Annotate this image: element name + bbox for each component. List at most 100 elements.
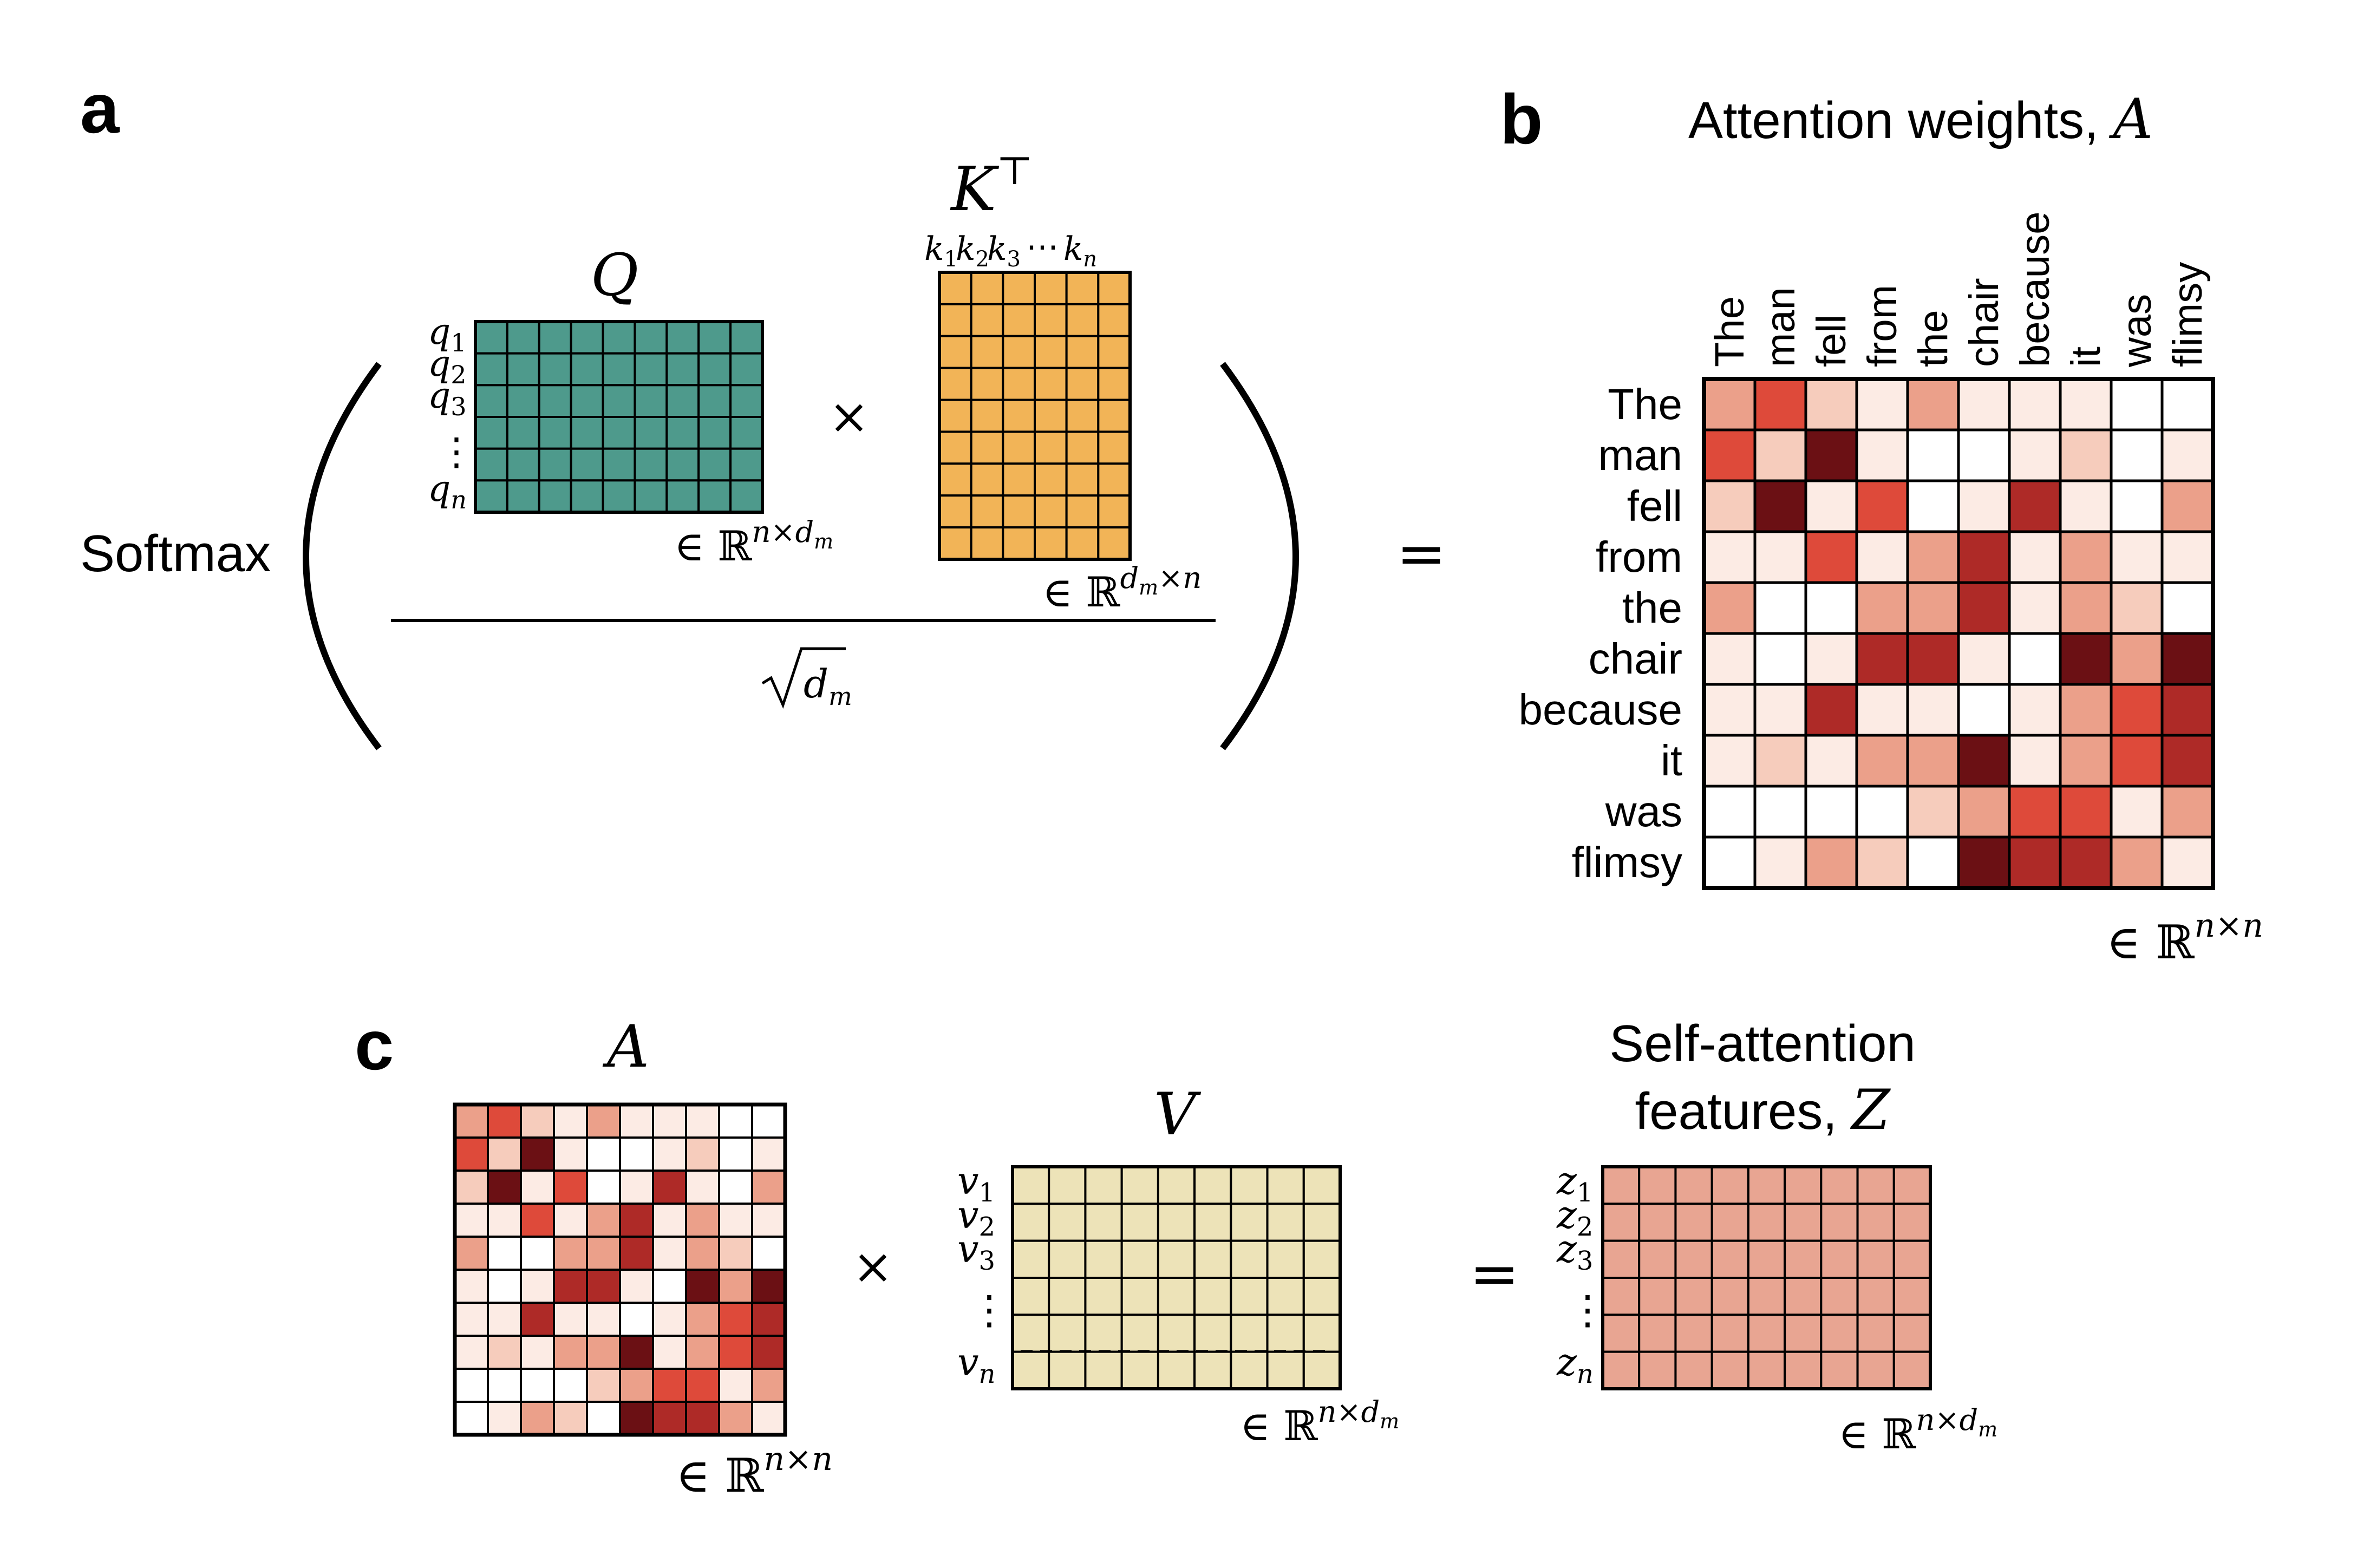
c-attention-cell-6-3 xyxy=(520,1269,555,1304)
c-attention-cell-1-9 xyxy=(718,1103,753,1139)
v-matrix-cell-5-2 xyxy=(1048,1314,1087,1353)
z-matrix-cell-1-6 xyxy=(1784,1166,1823,1205)
equals-sign-a: = xyxy=(1396,519,1446,588)
q-matrix-cell-2-8 xyxy=(697,352,732,387)
z-matrix-cell-4-2 xyxy=(1638,1277,1677,1316)
attention-row-label-9: was xyxy=(1605,787,1682,835)
k-matrix-cell-4-4 xyxy=(1034,367,1068,401)
c-attention-cell-2-10 xyxy=(751,1136,786,1172)
k-col-label-cdots: ⋯ xyxy=(1026,228,1059,266)
attention-col-label-1: The xyxy=(1707,296,1753,367)
times-sign-c: × xyxy=(852,1238,893,1295)
attention-col-label-5: the xyxy=(1910,310,1956,367)
v-matrix-cell-4-3 xyxy=(1084,1277,1123,1316)
attention-cell-4-5 xyxy=(1906,530,1960,584)
k-column-labels: k1 k2 k3 ⋯ kn xyxy=(924,228,1097,272)
k-matrix-cell-5-1 xyxy=(938,398,972,433)
v-matrix-cell-6-6 xyxy=(1193,1350,1232,1390)
k-matrix-cell-2-4 xyxy=(1034,303,1068,337)
v-matrix-cell-1-2 xyxy=(1048,1166,1087,1205)
k-matrix-cell-5-3 xyxy=(1002,398,1036,433)
z-row-label-n: zn xyxy=(1556,1340,1594,1389)
attention-cell-9-10 xyxy=(2160,785,2215,839)
v-matrix-cell-5-8 xyxy=(1266,1314,1305,1353)
q-matrix-cell-2-4 xyxy=(570,352,604,387)
q-matrix-cell-5-3 xyxy=(538,447,572,482)
k-matrix-cell-8-6 xyxy=(1097,494,1132,529)
attention-cell-2-7 xyxy=(2008,428,2062,482)
attention-col-label-6: chair xyxy=(1961,278,2007,367)
v-matrix-cell-3-7 xyxy=(1230,1239,1269,1279)
attention-cell-8-7 xyxy=(2008,734,2062,788)
k-matrix-cell-4-1 xyxy=(938,367,972,401)
c-attention-cell-10-5 xyxy=(586,1401,621,1436)
c-attention-cell-9-4 xyxy=(553,1368,588,1403)
attention-cell-10-5 xyxy=(1906,835,1960,890)
c-attention-cell-7-9 xyxy=(718,1302,753,1337)
v-matrix-grid xyxy=(1011,1165,1342,1390)
z-matrix-cell-2-8 xyxy=(1856,1203,1895,1242)
c-attention-cell-5-9 xyxy=(718,1236,753,1271)
z-matrix-cell-3-7 xyxy=(1820,1239,1859,1279)
attention-cell-4-8 xyxy=(2059,530,2113,584)
c-attention-cell-7-8 xyxy=(685,1302,720,1337)
q-row-label-vdots: ⋮ xyxy=(438,429,475,474)
c-attention-cell-10-2 xyxy=(487,1401,522,1436)
c-attention-cell-4-4 xyxy=(553,1203,588,1238)
z-row-labels: z1 z2 z3 ⋮ zn xyxy=(1556,1159,1608,1389)
attention-cell-6-4 xyxy=(1855,632,1909,686)
c-attention-cell-8-9 xyxy=(718,1335,753,1370)
k-matrix-cell-7-5 xyxy=(1065,462,1100,497)
k-col-label-3: k3 xyxy=(987,230,1021,272)
c-attention-cell-4-3 xyxy=(520,1203,555,1238)
q-matrix-cell-4-5 xyxy=(602,416,636,450)
attention-cell-4-2 xyxy=(1753,530,1807,584)
c-attention-cell-1-4 xyxy=(553,1103,588,1139)
k-col-label-n: kn xyxy=(1063,230,1097,272)
c-attention-cell-5-8 xyxy=(685,1236,720,1271)
attention-cell-6-8 xyxy=(2059,632,2113,686)
v-matrix-cell-1-4 xyxy=(1120,1166,1159,1205)
q-matrix-cell-6-8 xyxy=(697,479,732,513)
z-row-label-2: z2 xyxy=(1556,1193,1593,1242)
c-attention-cell-10-8 xyxy=(685,1401,720,1436)
q-matrix-cell-6-2 xyxy=(506,479,540,513)
v-matrix-cell-4-7 xyxy=(1230,1277,1269,1316)
c-attention-cell-6-8 xyxy=(685,1269,720,1304)
k-matrix-cell-9-4 xyxy=(1034,526,1068,560)
attention-cell-1-4 xyxy=(1855,377,1909,432)
attention-cell-7-4 xyxy=(1855,683,1909,737)
c-attention-cell-9-3 xyxy=(520,1368,555,1403)
panel-letter-b: b xyxy=(1500,80,1543,159)
attention-row-label-1: The xyxy=(1608,380,1682,428)
v-matrix-cell-3-4 xyxy=(1120,1239,1159,1279)
z-matrix-cell-4-5 xyxy=(1747,1277,1786,1316)
attention-cell-1-9 xyxy=(2110,377,2164,432)
attention-cell-3-5 xyxy=(1906,479,1960,533)
v-matrix-cell-2-6 xyxy=(1193,1203,1232,1242)
z-matrix-cell-2-1 xyxy=(1602,1203,1641,1242)
z-matrix-cell-5-6 xyxy=(1784,1314,1823,1353)
k-matrix-cell-9-5 xyxy=(1065,526,1100,560)
v-matrix-cell-3-5 xyxy=(1157,1239,1196,1279)
sqrt-argument: dm xyxy=(804,661,852,711)
c-attention-cell-3-2 xyxy=(487,1170,522,1205)
c-attention-cell-3-4 xyxy=(553,1170,588,1205)
v-row-labels: v1 v2 v3 ⋮ vn xyxy=(957,1159,1009,1389)
z-matrix-border xyxy=(1601,1165,1932,1390)
k-matrix-cell-2-1 xyxy=(938,303,972,337)
attention-cell-10-9 xyxy=(2110,835,2164,890)
k-matrix-cell-4-2 xyxy=(970,367,1004,401)
v-matrix-cell-1-3 xyxy=(1084,1166,1123,1205)
v-matrix-cell-1-7 xyxy=(1230,1166,1269,1205)
attention-cell-10-10 xyxy=(2160,835,2215,890)
attention-cell-1-8 xyxy=(2059,377,2113,432)
z-matrix-cell-6-7 xyxy=(1820,1350,1859,1390)
q-row-labels: q1 q2 q3 ⋮ qn xyxy=(428,311,475,514)
k-col-label-1: k1 xyxy=(924,230,958,272)
z-matrix-cell-1-1 xyxy=(1602,1166,1641,1205)
z-matrix-cell-1-2 xyxy=(1638,1166,1677,1205)
k-matrix-cell-3-2 xyxy=(970,335,1004,369)
k-matrix-cell-3-1 xyxy=(938,335,972,369)
k-matrix-cell-6-2 xyxy=(970,430,1004,465)
